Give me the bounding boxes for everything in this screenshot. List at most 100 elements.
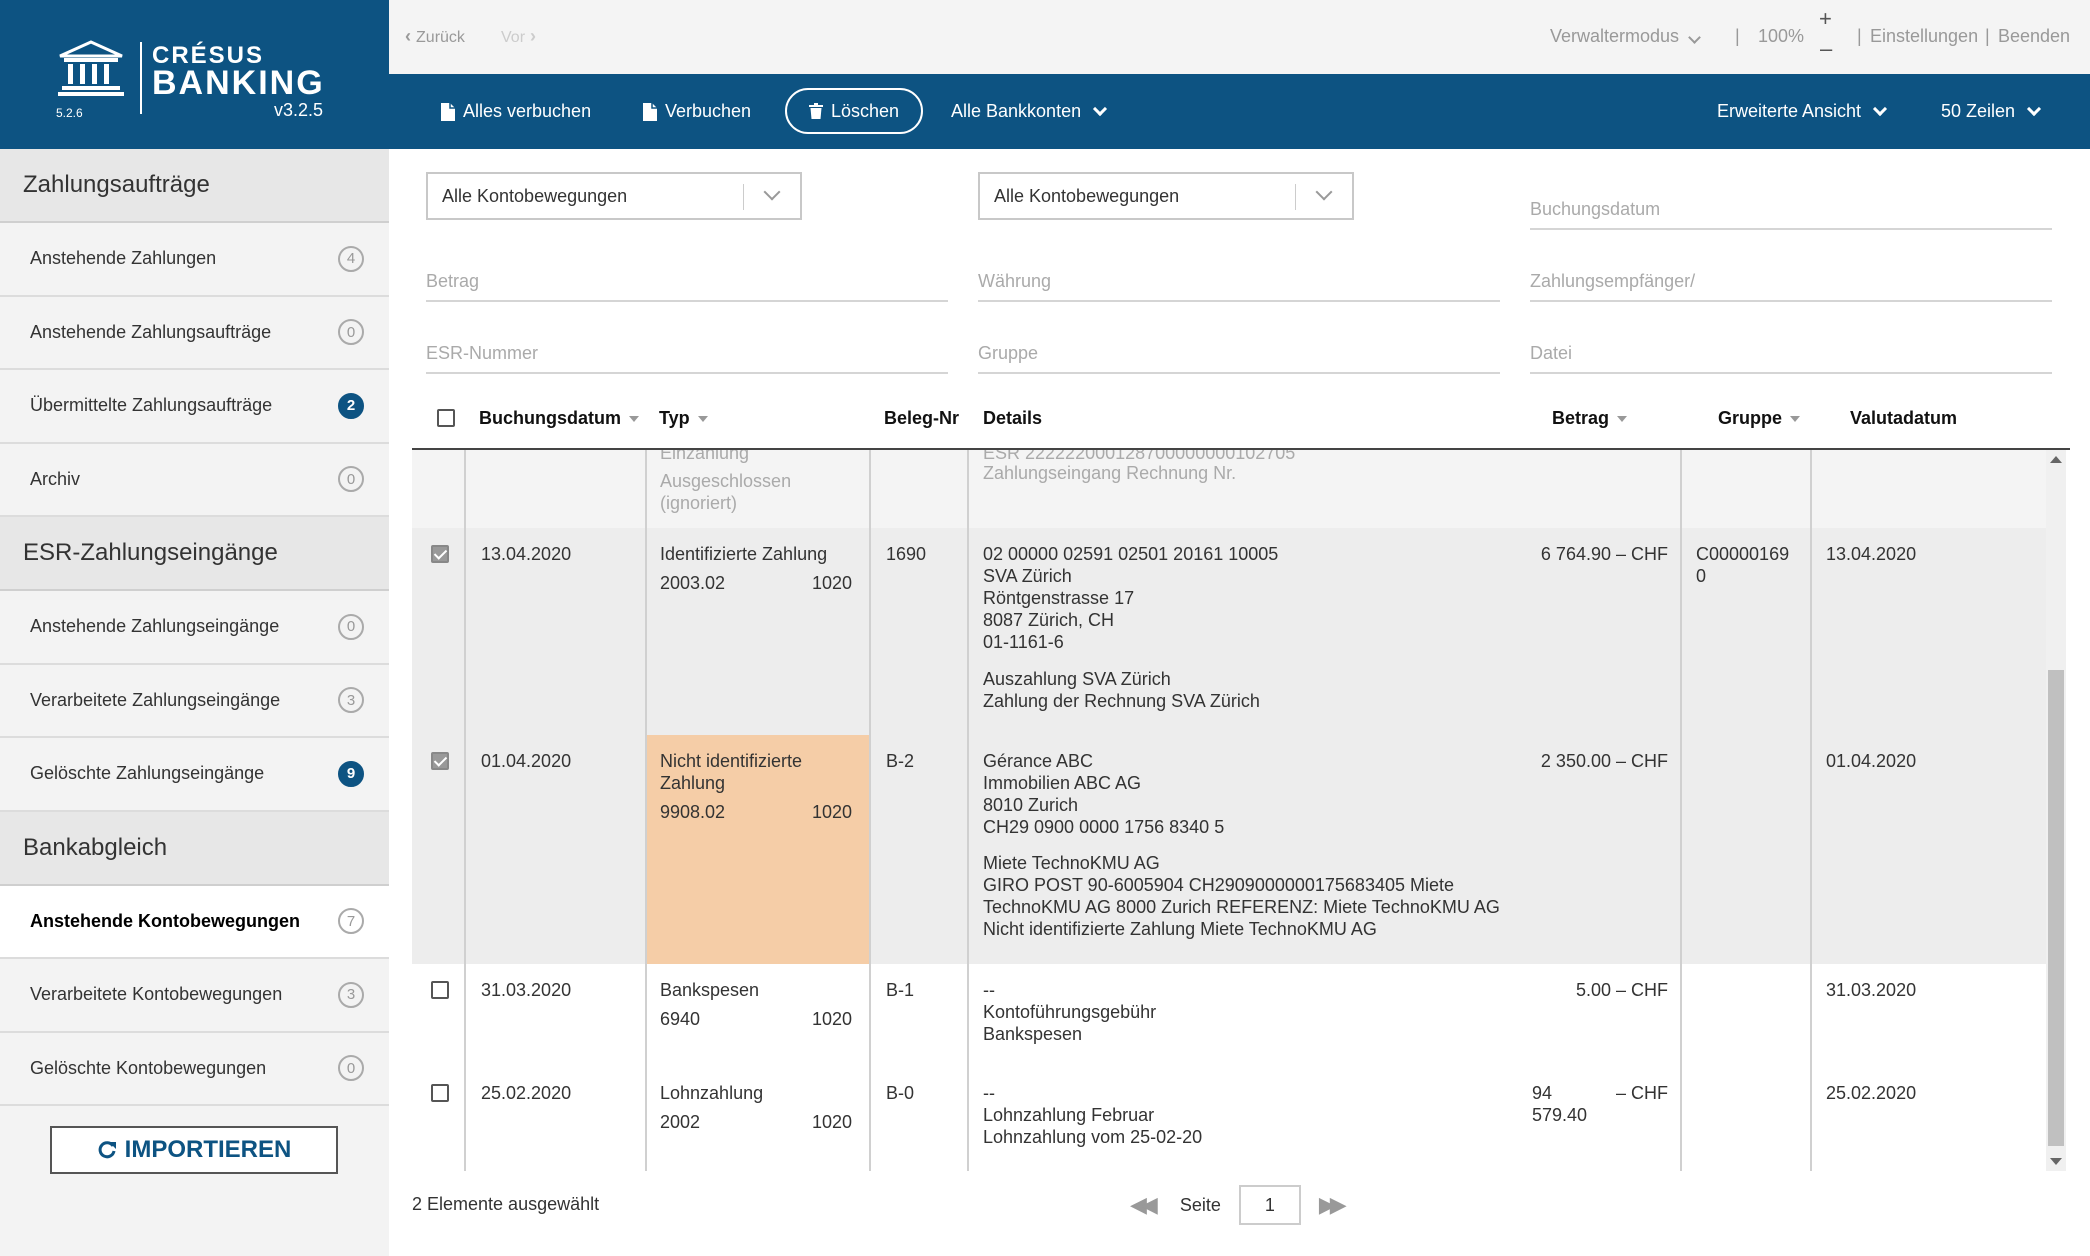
amount: 2 350.00 – CHF	[1540, 751, 1668, 771]
quit-link[interactable]: Beenden	[1998, 26, 2071, 46]
separator: |	[1985, 26, 1990, 46]
mode-dropdown[interactable]: Verwaltermodus	[1550, 26, 1701, 47]
trash-icon	[809, 103, 823, 119]
table-scrollbar[interactable]	[2046, 450, 2066, 1171]
scroll-thumb[interactable]	[2048, 670, 2064, 1146]
sidebar-item-deleted-movements[interactable]: Gelöschte Kontobewegungen 0	[0, 1032, 389, 1106]
sidebar-item-pending-orders[interactable]: Anstehende Zahlungsaufträge 0	[0, 296, 389, 370]
forward-label: Vor	[501, 29, 526, 46]
back-button[interactable]: ‹ Zurück	[405, 26, 465, 47]
sidebar-item-label: Gelöschte Kontobewegungen	[30, 1057, 267, 1078]
header-details[interactable]: Details	[983, 408, 1043, 428]
esr-number-field[interactable]: ESR-Nummer	[426, 334, 948, 374]
previous-page-icon[interactable]: ◀◀	[1130, 1192, 1158, 1217]
page-number-input[interactable]	[1238, 1185, 1301, 1225]
post-all-button[interactable]: Alles verbuchen	[441, 74, 591, 149]
table-row[interactable]: 25.02.2020 Lohnzahlung 2002 1020 B-0 -- …	[412, 1067, 2046, 1171]
accounts-dropdown[interactable]: Alle Bankkonten	[951, 74, 1108, 149]
sidebar-item-pending-payments[interactable]: Anstehende Zahlungen 4	[0, 223, 389, 297]
sort-icon	[629, 416, 639, 423]
row-checkbox[interactable]	[431, 752, 449, 770]
sidebar-item-processed-receipts[interactable]: Verarbeitete Zahlungseingänge 3	[0, 664, 389, 738]
select-value: Alle Kontobewegungen	[994, 185, 1180, 206]
import-button[interactable]: IMPORTIEREN	[50, 1126, 338, 1174]
type-line: (ignoriert)	[660, 493, 738, 513]
toolbar: Alles verbuchen Verbuchen Löschen Alle B…	[389, 74, 2090, 149]
payee-field[interactable]: Zahlungsempfänger/	[1530, 262, 2052, 302]
table-header: Buchungsdatum Typ Beleg-Nr Details Betra…	[412, 396, 2070, 450]
separator: |	[1857, 26, 1862, 46]
zoom-level: 100%	[1758, 26, 1805, 46]
type: Identifizierte Zahlung	[660, 544, 828, 564]
group-field[interactable]: Gruppe	[978, 334, 1500, 374]
count-badge: 3	[338, 687, 364, 714]
next-page-icon[interactable]: ▶▶	[1318, 1192, 1347, 1217]
row-checkbox[interactable]	[431, 545, 449, 563]
forward-button[interactable]: Vor ›	[501, 26, 536, 47]
zoom-in-icon[interactable]: +	[1819, 6, 1832, 31]
booking-date-field[interactable]: Buchungsdatum	[1530, 190, 2052, 230]
header-label: Betrag	[1552, 408, 1610, 428]
type: Bankspesen	[660, 980, 760, 1000]
table-row[interactable]: Einzahlung Ausgeschlossen (ignoriert) ES…	[412, 450, 2046, 528]
rows-dropdown[interactable]: 50 Zeilen	[1941, 74, 2042, 149]
scroll-down-icon[interactable]	[2050, 1158, 2062, 1165]
table-row[interactable]: 01.04.2020 Nicht identifizierte Zahlung …	[412, 735, 2046, 964]
settings-link[interactable]: Einstellungen	[1870, 26, 1979, 46]
row-checkbox[interactable]	[431, 1084, 449, 1102]
extended-view-dropdown[interactable]: Erweiterte Ansicht	[1717, 74, 1888, 149]
header-type[interactable]: Typ	[659, 408, 708, 429]
accounts-label: Alle Bankkonten	[951, 101, 1082, 121]
sidebar-item-transmitted-orders[interactable]: Übermittelte Zahlungsaufträge 2	[0, 370, 389, 444]
value-date: 13.04.2020	[1826, 544, 1917, 564]
amount-field[interactable]: Betrag	[426, 262, 948, 302]
header-value-date[interactable]: Valutadatum	[1850, 408, 1958, 428]
chevron-down-icon	[2026, 101, 2042, 116]
currency-field[interactable]: Währung	[978, 262, 1500, 302]
unidentified-highlight	[645, 735, 869, 964]
zoom-out-icon[interactable]: –	[1820, 36, 1833, 61]
sidebar-item-label: Anstehende Zahlungen	[30, 248, 217, 269]
app-version: v3.2.5	[273, 100, 323, 120]
sidebar-item-pending-receipts[interactable]: Anstehende Zahlungseingänge 0	[0, 591, 389, 665]
contra-account: 1020	[812, 1009, 853, 1029]
document-icon	[643, 102, 657, 121]
file-field[interactable]: Datei	[1530, 334, 2052, 374]
sidebar-item-pending-movements[interactable]: Anstehende Kontobewegungen 7	[0, 885, 389, 959]
header-booking-date[interactable]: Buchungsdatum	[479, 408, 639, 429]
header-group[interactable]: Gruppe	[1718, 408, 1801, 429]
delete-button[interactable]: Löschen	[785, 88, 924, 134]
doc-no: B-2	[886, 751, 915, 771]
sidebar-item-label: Übermittelte Zahlungsaufträge	[30, 395, 273, 416]
value-date: 25.02.2020	[1826, 1083, 1917, 1103]
post-label: Verbuchen	[665, 101, 752, 121]
sidebar-item-label: Archiv	[30, 468, 81, 489]
header-doc-no[interactable]: Beleg-Nr	[884, 408, 960, 428]
table-row[interactable]: 31.03.2020 Bankspesen 6940 1020 B-1 -- K…	[412, 964, 2046, 1067]
chevron-down-icon	[1688, 31, 1701, 44]
movement-filter-select-1[interactable]: Alle Kontobewegungen	[426, 172, 802, 220]
sidebar-item-processed-movements[interactable]: Verarbeitete Kontobewegungen 3	[0, 959, 389, 1033]
movement-filter-select-2[interactable]: Alle Kontobewegungen	[978, 172, 1354, 220]
details-line: Miete TechnoKMU AG	[983, 853, 1160, 873]
bank-icon	[58, 40, 124, 96]
type-line: Ausgeschlossen	[660, 471, 792, 491]
select-all-checkbox[interactable]	[437, 409, 455, 427]
sidebar-item-label: Gelöschte Zahlungseingänge	[30, 763, 265, 784]
logo-divider	[140, 42, 142, 114]
booking-date: 13.04.2020	[481, 544, 572, 564]
chevron-down-icon	[763, 183, 781, 201]
row-checkbox[interactable]	[431, 981, 449, 999]
amount-currency: – CHF	[1616, 1083, 1669, 1103]
sidebar-item-archive[interactable]: Archiv 0	[0, 443, 389, 517]
contra-account: 1020	[812, 802, 853, 822]
header-label: Typ	[659, 408, 690, 428]
sidebar-item-deleted-receipts[interactable]: Gelöschte Zahlungseingänge 9	[0, 738, 389, 812]
post-button[interactable]: Verbuchen	[643, 74, 751, 149]
count-badge: 2	[338, 392, 364, 419]
table-row[interactable]: 13.04.2020 Identifizierte Zahlung 2003.0…	[412, 528, 2046, 735]
brand-line-1: CRÉSUS	[152, 42, 265, 69]
booking-date: 31.03.2020	[481, 980, 572, 1000]
scroll-up-icon[interactable]	[2050, 456, 2062, 463]
header-amount[interactable]: Betrag	[1552, 408, 1628, 429]
